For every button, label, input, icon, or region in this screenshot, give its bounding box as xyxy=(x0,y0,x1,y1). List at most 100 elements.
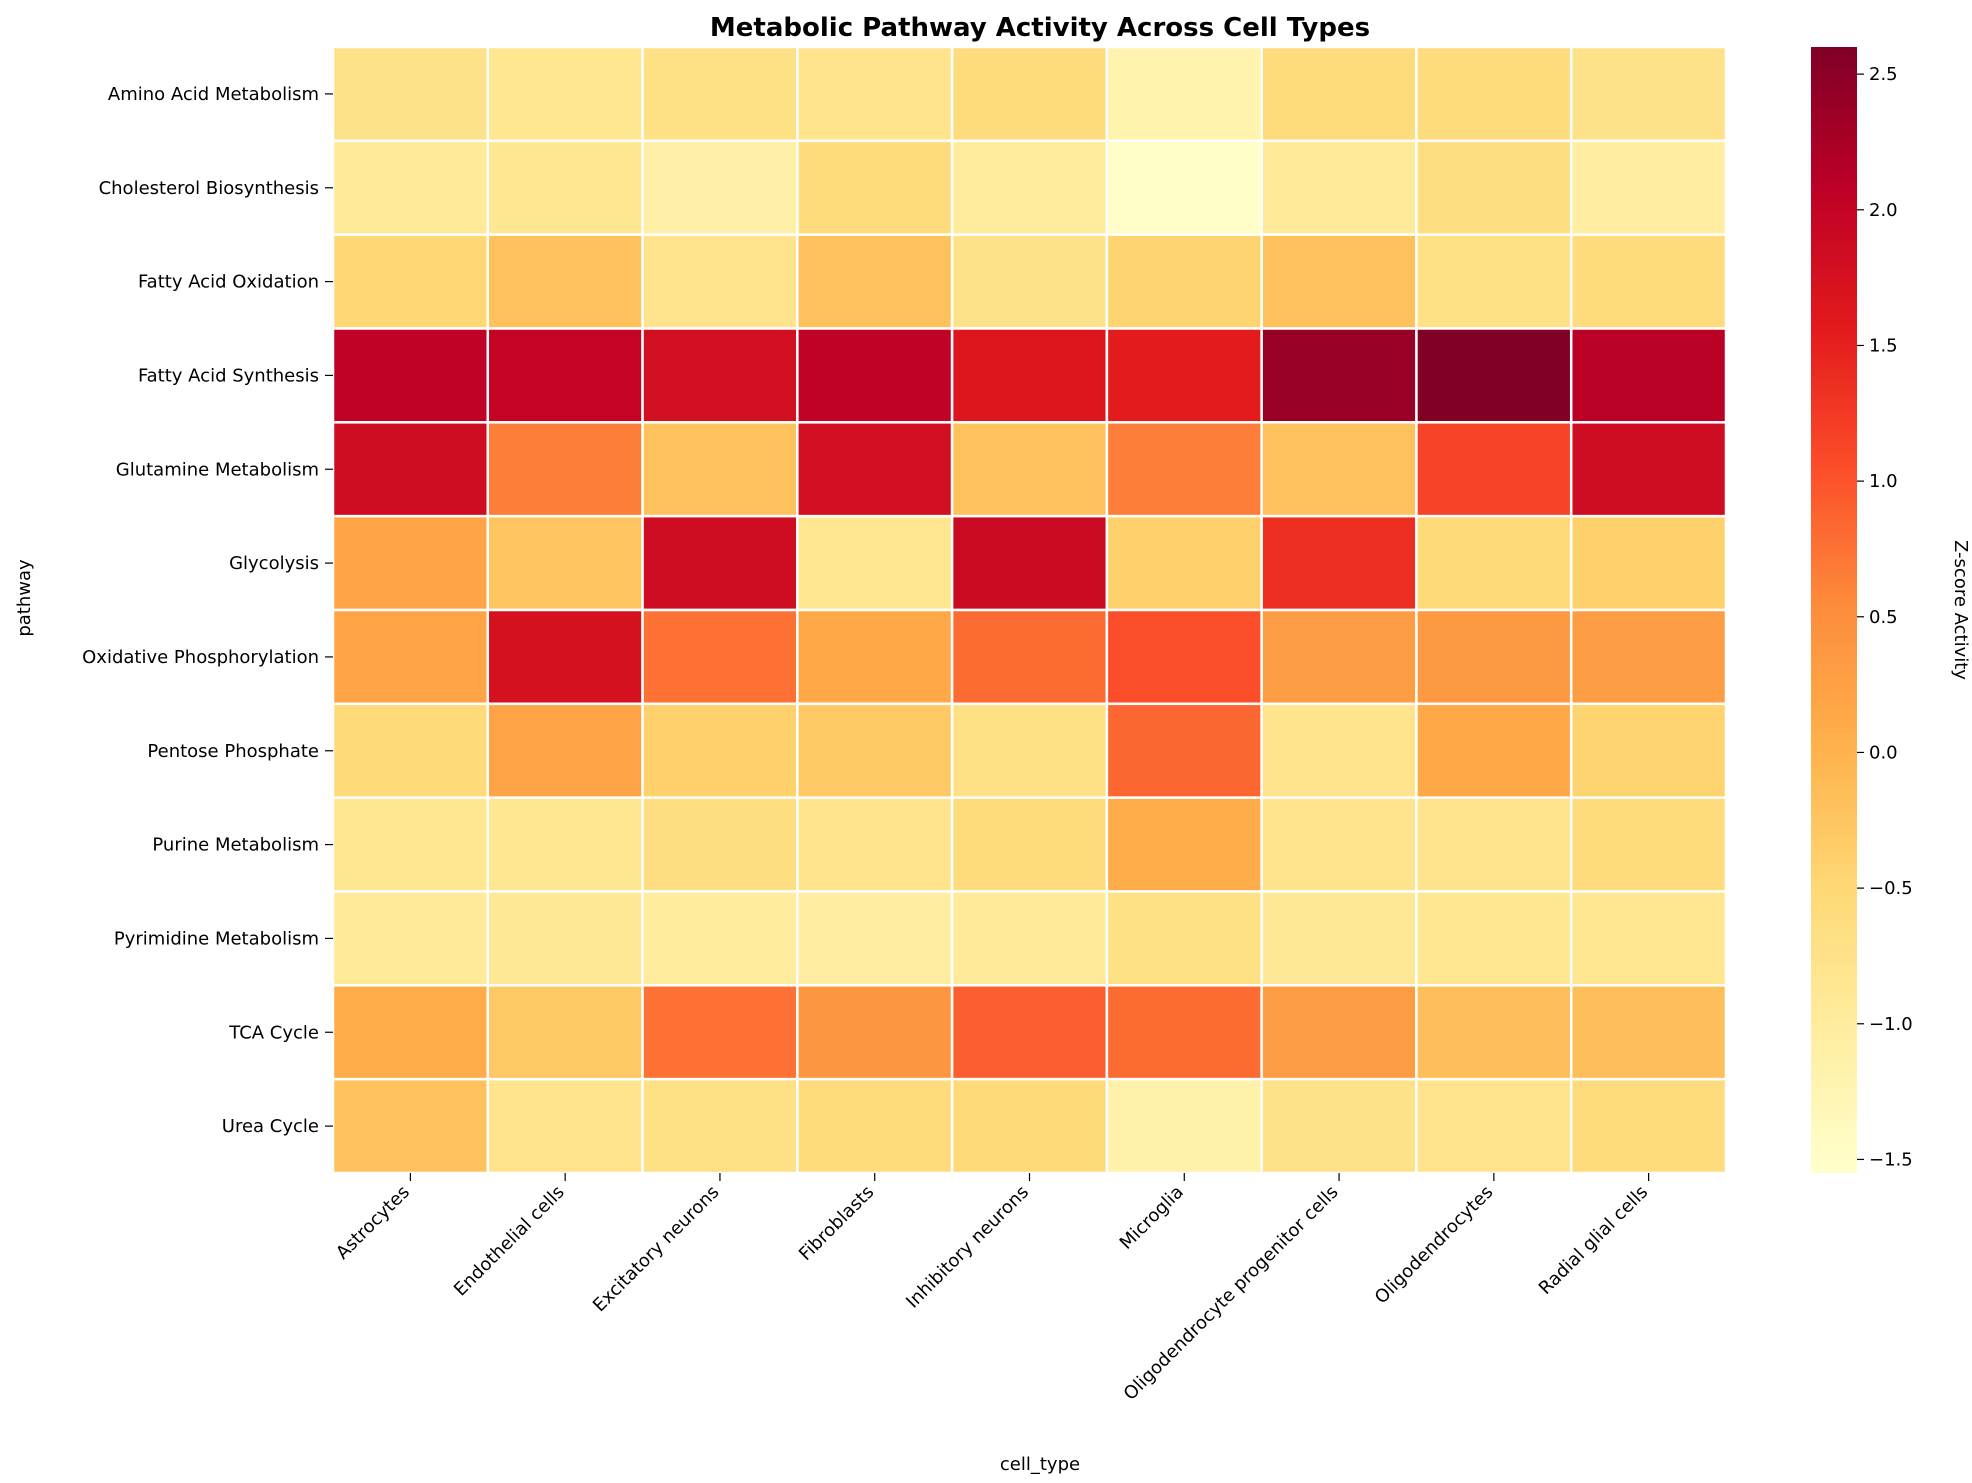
heatmap-cell xyxy=(950,45,1109,143)
heatmap-cell xyxy=(331,514,490,612)
heatmap-cell xyxy=(796,608,954,706)
heatmap-cell xyxy=(796,139,954,236)
heatmap-cell xyxy=(1260,514,1418,612)
x-tick-label: Fibroblasts xyxy=(795,1182,878,1265)
x-axis-label: cell_type xyxy=(1000,1454,1080,1475)
heatmap-cell xyxy=(796,514,954,612)
heatmap-cell xyxy=(641,233,799,330)
heatmap-cell xyxy=(1260,45,1418,143)
heatmap-cell xyxy=(641,608,799,706)
heatmap-cell xyxy=(796,702,954,799)
colorbar-tick-label: −1.5 xyxy=(1869,1149,1913,1170)
heatmap-cell xyxy=(1105,984,1263,1081)
heatmap-cell xyxy=(1569,890,1728,987)
heatmap-cell xyxy=(486,1077,644,1175)
y-tick-label: Glutamine Metabolism xyxy=(116,459,319,480)
colorbar-tick-label: 0.0 xyxy=(1869,742,1898,763)
colorbar-tick-label: 2.0 xyxy=(1869,200,1898,221)
x-tick-label: Astrocytes xyxy=(332,1182,414,1264)
heatmap-cell xyxy=(641,421,799,518)
heatmap-cell xyxy=(1260,1077,1418,1175)
heatmap-cell xyxy=(1105,45,1263,143)
heatmap-cell xyxy=(1569,45,1728,143)
heatmap-cell xyxy=(796,421,954,518)
heatmap-cell xyxy=(641,327,799,424)
heatmap-cells xyxy=(331,45,1728,1175)
y-tick-label: Oxidative Phosphorylation xyxy=(82,647,319,668)
heatmap-cell xyxy=(1260,796,1418,893)
heatmap-cell xyxy=(1415,514,1573,612)
heatmap-cell xyxy=(331,45,490,143)
heatmap-cell xyxy=(1415,139,1573,236)
colorbar-tick-label: 1.5 xyxy=(1869,335,1898,356)
y-tick-label: TCA Cycle xyxy=(228,1022,319,1043)
x-tick-label: Radial glial cells xyxy=(1535,1182,1652,1299)
heatmap-cell xyxy=(1105,796,1263,893)
heatmap-cell xyxy=(1105,608,1263,706)
colorbar-label: Z-score Activity xyxy=(1950,540,1971,680)
heatmap-cell xyxy=(1415,421,1573,518)
y-tick-label: Fatty Acid Oxidation xyxy=(138,272,319,293)
heatmap-cell xyxy=(331,890,490,987)
chart-title: Metabolic Pathway Activity Across Cell T… xyxy=(710,13,1370,43)
heatmap-cell xyxy=(1415,796,1573,893)
heatmap-cell xyxy=(331,233,490,330)
colorbar-tick-label: 2.5 xyxy=(1869,64,1898,85)
heatmap-cell xyxy=(1569,421,1728,518)
heatmap-cell xyxy=(1569,796,1728,893)
heatmap-cell xyxy=(641,890,799,987)
heatmap-cell xyxy=(1569,608,1728,706)
colorbar-ticks: 2.5 2.0 1.5 1.0 0.5 0.0 −0.5 −1.0 −1.5 xyxy=(1857,64,1913,1170)
y-tick-label: Fatty Acid Synthesis xyxy=(138,365,319,386)
heatmap-cell xyxy=(950,796,1109,893)
x-tick-label: Excitatory neurons xyxy=(589,1182,724,1317)
heatmap-cell xyxy=(641,45,799,143)
heatmap-cell xyxy=(331,327,490,424)
heatmap-cell xyxy=(950,608,1109,706)
heatmap-cell xyxy=(331,608,490,706)
heatmap-cell xyxy=(486,233,644,330)
heatmap-cell xyxy=(1569,984,1728,1081)
heatmap-cell xyxy=(1569,233,1728,330)
y-tick-labels: Amino Acid Metabolism Cholesterol Biosynt… xyxy=(82,84,333,1137)
x-tick-label: Endothelial cells xyxy=(450,1182,569,1301)
heatmap-cell xyxy=(796,796,954,893)
heatmap-cell xyxy=(486,421,644,518)
heatmap-cell xyxy=(1105,233,1263,330)
heatmap-cell xyxy=(1415,45,1573,143)
heatmap-cell xyxy=(641,1077,799,1175)
heatmap-cell xyxy=(1260,608,1418,706)
heatmap-cell xyxy=(331,421,490,518)
heatmap-cell xyxy=(486,514,644,612)
x-tick-label: Inhibitory neurons xyxy=(902,1182,1033,1313)
heatmap-cell xyxy=(1260,233,1418,330)
heatmap-cell xyxy=(1415,702,1573,799)
heatmap-cell xyxy=(950,139,1109,236)
y-tick-label: Pyrimidine Metabolism xyxy=(114,928,319,949)
colorbar xyxy=(1811,47,1857,1173)
y-tick-label: Urea Cycle xyxy=(222,1116,319,1137)
colorbar-tick-label: −1.0 xyxy=(1869,1014,1913,1035)
heatmap-cell xyxy=(796,1077,954,1175)
heatmap-cell xyxy=(1415,984,1573,1081)
heatmap-cell xyxy=(1415,327,1573,424)
y-axis-label: pathway xyxy=(14,559,35,637)
x-tick-labels: Astrocytes Endothelial cells Excitatory ne… xyxy=(332,1173,1652,1405)
heatmap-cell xyxy=(1569,327,1728,424)
y-tick-label: Glycolysis xyxy=(229,553,319,574)
colorbar-tick-label: −0.5 xyxy=(1869,878,1913,899)
heatmap-cell xyxy=(486,608,644,706)
heatmap-cell xyxy=(1105,514,1263,612)
heatmap-cell xyxy=(950,233,1109,330)
heatmap-cell xyxy=(641,702,799,799)
colorbar-tick-label: 1.0 xyxy=(1869,471,1898,492)
heatmap-cell xyxy=(641,796,799,893)
y-tick-label: Cholesterol Biosynthesis xyxy=(99,178,319,199)
heatmap-cell xyxy=(1105,702,1263,799)
heatmap-cell xyxy=(796,984,954,1081)
heatmap-cell xyxy=(1415,1077,1573,1175)
heatmap-cell xyxy=(641,139,799,236)
heatmap-cell xyxy=(796,890,954,987)
heatmap-cell xyxy=(950,514,1109,612)
